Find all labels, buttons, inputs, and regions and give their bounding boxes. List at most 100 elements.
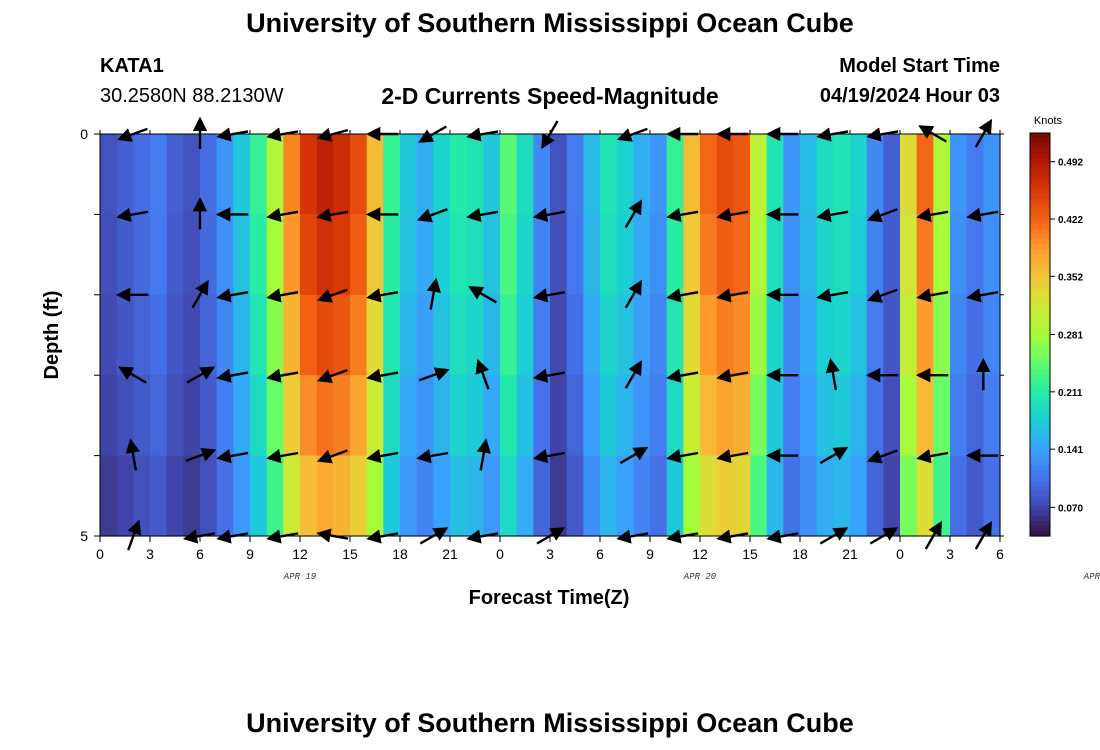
colorbar-segment (1030, 525, 1050, 532)
colorbar-segment (1030, 435, 1050, 441)
x-tick-label: 3 (146, 546, 154, 562)
heatmap-cell (550, 375, 568, 457)
current-vector-arrow (468, 286, 497, 304)
heatmap-cell (250, 455, 268, 537)
heatmap-cell (400, 375, 418, 457)
heatmap-cell (816, 214, 834, 296)
heatmap-cell (966, 455, 984, 537)
heatmap-cell (800, 214, 818, 296)
heatmap-cell (983, 294, 1001, 376)
y-tick-label: 0 (80, 126, 88, 142)
colorbar-segment (1030, 460, 1050, 467)
heatmap-cell (433, 294, 451, 376)
colorbar-segment (1030, 218, 1050, 225)
heatmap-cell (200, 294, 218, 376)
heatmap-cell (533, 214, 551, 296)
current-vector-arrow (366, 288, 399, 303)
heatmap-cell (433, 455, 451, 537)
colorbar-segment (1030, 344, 1050, 351)
heatmap-cell (700, 294, 718, 376)
model-start-label: Model Start Time (839, 55, 1000, 77)
heatmap-cell (933, 455, 951, 537)
heatmap-cell (616, 214, 634, 296)
colorbar-segment (1030, 329, 1050, 336)
heatmap-cell (300, 375, 318, 457)
heatmap-cell (500, 375, 518, 457)
current-vector-arrow (716, 449, 749, 464)
colorbar-segment (1030, 470, 1050, 477)
current-vector-arrow (475, 358, 490, 390)
heatmap-cell (983, 134, 1001, 215)
colorbar-segment (1030, 243, 1050, 250)
current-vector-arrow (619, 446, 649, 465)
heatmap-cell (733, 294, 751, 376)
colorbar-segment (1030, 394, 1050, 401)
heatmap-cell (916, 455, 934, 537)
heatmap-cell (783, 294, 801, 376)
current-vectors (115, 116, 999, 551)
heatmap-cell (833, 134, 851, 215)
heatmap-cell (216, 294, 234, 376)
heatmap-cell (383, 294, 401, 376)
heatmap-cell (466, 134, 484, 215)
colorbar-tick-label: 0.141 (1058, 445, 1083, 456)
x-tick-label: 0 (96, 546, 104, 562)
colorbar-segment (1030, 455, 1050, 462)
heatmap-cell (650, 214, 668, 296)
heatmap-cell (500, 294, 518, 376)
heatmap-cell (950, 214, 968, 296)
colorbar-segment (1030, 284, 1050, 290)
x-tick-label: 15 (742, 546, 758, 562)
heatmap-cell (750, 134, 768, 215)
colorbar-segment (1030, 309, 1050, 315)
x-tick-label: 9 (246, 546, 254, 562)
colorbar-segment (1030, 223, 1050, 230)
x-tick-label: 21 (442, 546, 458, 562)
heatmap-cell (683, 375, 701, 457)
heatmap-cell (100, 455, 118, 537)
heatmap-cell (750, 375, 768, 457)
current-vector-arrow (216, 368, 249, 383)
heatmap-cell (266, 375, 284, 457)
colorbar-segment (1030, 168, 1050, 174)
heatmap-cell (900, 214, 918, 296)
current-vector-arrow (216, 449, 249, 464)
current-vector-arrow (916, 449, 949, 464)
colorbar-segment (1030, 450, 1050, 456)
current-vector-arrow (476, 438, 491, 471)
heatmap-cell (233, 134, 251, 215)
heatmap-cell (666, 214, 684, 296)
heatmap-cell (516, 455, 534, 537)
heatmap-cell (850, 134, 868, 215)
heatmap-cell (300, 134, 318, 215)
colorbar-segment (1030, 364, 1050, 371)
colorbar-segment (1030, 405, 1050, 411)
heatmap-cell (950, 134, 968, 215)
heatmap-cell (583, 375, 601, 457)
x-tick-label: 6 (596, 546, 604, 562)
heatmap-cell (800, 455, 818, 537)
heatmap-cell (233, 375, 251, 457)
current-vector-arrow (316, 207, 349, 223)
heatmap-cell (733, 455, 751, 537)
page-title: University of Southern Mississippi Ocean… (246, 8, 854, 38)
heatmap-cell (183, 375, 201, 457)
heatmap-cell (850, 375, 868, 457)
heatmap-cell (283, 134, 301, 215)
heatmap-cell (250, 214, 268, 296)
heatmap-cell (583, 294, 601, 376)
heatmap-cell (283, 375, 301, 457)
heatmap-cell (183, 134, 201, 215)
heatmap-cell (433, 375, 451, 457)
heatmap-cell (100, 214, 118, 296)
heatmap-cell (633, 214, 651, 296)
colorbar-segment (1030, 183, 1050, 190)
heatmap-cell (366, 375, 384, 457)
heatmap-cell (816, 375, 834, 457)
current-vector-arrow (716, 288, 749, 303)
heatmap-cell (700, 134, 718, 215)
y-axis-title: Depth (ft) (41, 291, 63, 380)
colorbar-segment (1030, 475, 1050, 482)
heatmap-cell (616, 294, 634, 376)
date-label: APR 20 (683, 572, 717, 582)
